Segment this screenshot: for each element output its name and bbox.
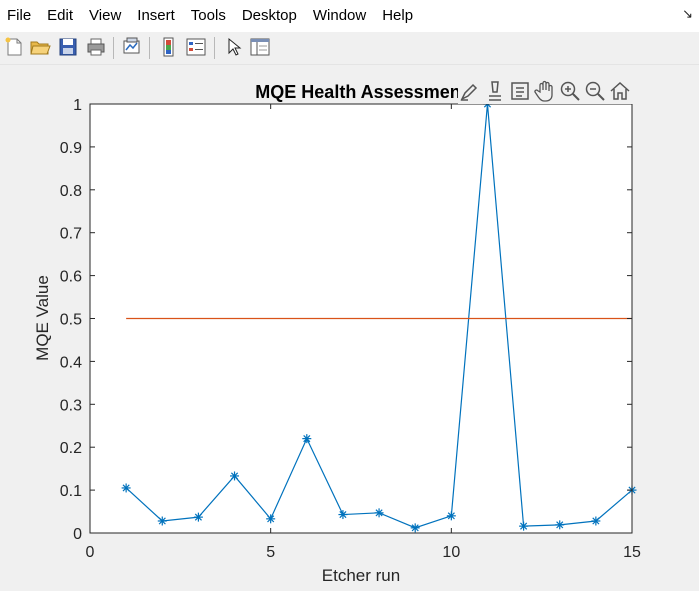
- menu-edit[interactable]: Edit: [39, 0, 81, 32]
- toolbar-separator: [113, 37, 114, 59]
- x-tick-label: 0: [86, 544, 95, 561]
- menu-view[interactable]: View: [81, 0, 129, 32]
- menu-window[interactable]: Window: [305, 0, 374, 32]
- toolbar-separator: [149, 37, 150, 59]
- pan-icon[interactable]: [533, 79, 557, 103]
- home-icon[interactable]: [608, 79, 632, 103]
- insert-colorbar-icon[interactable]: [158, 36, 180, 58]
- y-tick-label: 0.2: [60, 440, 82, 457]
- property-inspector-icon[interactable]: [249, 36, 271, 58]
- zoom-in-icon[interactable]: [558, 79, 582, 103]
- y-tick-label: 0: [73, 526, 82, 543]
- y-tick-label: 1: [73, 97, 82, 114]
- toolbar-separator: [214, 37, 215, 59]
- figure-toolbar: [0, 32, 699, 65]
- data-point: [338, 510, 347, 519]
- menu-bar: File Edit View Insert Tools Desktop Wind…: [0, 0, 699, 32]
- y-tick-label: 0.9: [60, 140, 82, 157]
- link-plot-icon[interactable]: [121, 36, 143, 58]
- menu-help[interactable]: Help: [374, 0, 421, 32]
- menu-file[interactable]: File: [0, 0, 39, 32]
- y-tick-label: 0.7: [60, 226, 82, 243]
- data-point: [230, 471, 239, 480]
- save-icon[interactable]: [57, 36, 79, 58]
- y-tick-label: 0.6: [60, 269, 82, 286]
- open-file-icon[interactable]: [29, 36, 51, 58]
- y-tick-label: 0.8: [60, 183, 82, 200]
- x-tick-label: 15: [623, 544, 641, 561]
- menu-desktop[interactable]: Desktop: [234, 0, 305, 32]
- y-axis-label: MQE Value: [33, 275, 52, 361]
- x-tick-label: 10: [442, 544, 460, 561]
- data-point: [302, 434, 311, 443]
- data-point: [122, 483, 131, 492]
- edit-plot-icon[interactable]: [223, 36, 245, 58]
- new-figure-icon[interactable]: [3, 36, 25, 58]
- figure-canvas: 0 5 10 15 0 0.1 0.2 0.3 0.4 0.5 0.6 0.7 0.8 0.9 1 MQE …: [0, 65, 699, 591]
- plot-title: MQE Health Assessment: [255, 82, 466, 102]
- brush-icon[interactable]: [458, 79, 482, 103]
- plot-svg: 0 5 10 15 0 0.1 0.2 0.3 0.4 0.5 0.6 0.7 0.8 0.9 1 MQE …: [0, 65, 699, 591]
- x-axis-label: Etcher run: [322, 566, 400, 585]
- y-tick-label: 0.4: [60, 354, 82, 371]
- export-icon[interactable]: [508, 79, 532, 103]
- data-tips-icon[interactable]: [483, 79, 507, 103]
- dock-figure-icon[interactable]: ↘: [682, 6, 693, 22]
- insert-legend-icon[interactable]: [185, 36, 207, 58]
- x-tick-label: 5: [266, 544, 275, 561]
- y-tick-label: 0.3: [60, 397, 82, 414]
- zoom-out-icon[interactable]: [583, 79, 607, 103]
- menu-insert[interactable]: Insert: [129, 0, 183, 32]
- axes-toolbar: [458, 78, 636, 104]
- y-tick-label: 0.5: [60, 312, 82, 329]
- menu-tools[interactable]: Tools: [183, 0, 234, 32]
- data-point: [447, 511, 456, 520]
- y-tick-label: 0.1: [60, 483, 82, 500]
- print-icon[interactable]: [85, 36, 107, 58]
